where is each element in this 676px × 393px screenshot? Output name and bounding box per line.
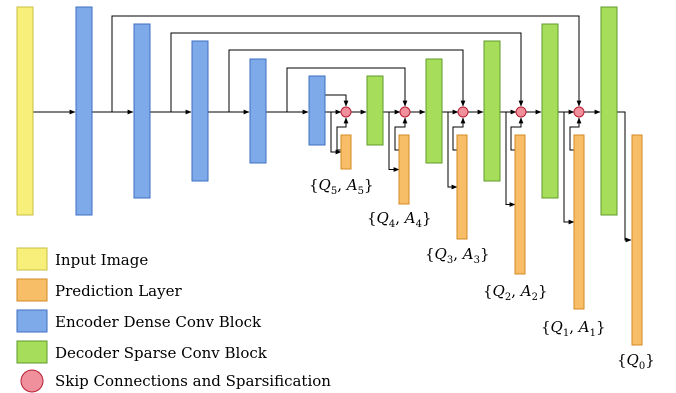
to-prediction-3 bbox=[447, 112, 458, 190]
output-label-q2: {Q2, A2} bbox=[483, 282, 548, 303]
legend-label-encoder: Encoder Dense Conv Block bbox=[55, 313, 262, 331]
legend-label-skip: Skip Connections and Sparsification bbox=[55, 372, 331, 390]
encoder-block-1 bbox=[75, 6, 93, 216]
sparsify-feedback-5 bbox=[569, 117, 582, 151]
output-label-q5: {Q5, A5} bbox=[309, 176, 374, 197]
legend-swatch-input bbox=[16, 247, 48, 271]
skip-connection-loop-1 bbox=[111, 15, 582, 112]
sparsify-feedback-3 bbox=[452, 117, 466, 151]
legend: Input Image Prediction Layer Encoder Den… bbox=[16, 247, 331, 393]
prediction-layer-q3 bbox=[456, 134, 468, 240]
output-label-q1: {Q1, A1} bbox=[541, 318, 606, 339]
prediction-layer-q4 bbox=[398, 134, 410, 205]
sparsify-feedback-4 bbox=[510, 117, 524, 151]
skip-node-2 bbox=[399, 106, 411, 118]
legend-swatch-skip bbox=[20, 369, 44, 393]
legend-swatch-prediction bbox=[16, 278, 48, 302]
connection-lines bbox=[33, 15, 632, 243]
to-prediction-5 bbox=[330, 112, 342, 155]
encoder-block-3 bbox=[191, 40, 209, 182]
prediction-layer-q5 bbox=[340, 134, 352, 170]
to-prediction-0 bbox=[617, 111, 632, 243]
legend-swatch-encoder bbox=[16, 309, 48, 333]
decoder-block-3 bbox=[483, 40, 501, 182]
encoder-block-2 bbox=[133, 23, 151, 199]
encoder-block-4 bbox=[249, 58, 267, 164]
decoder-block-5 bbox=[600, 6, 618, 216]
decoder-block-4 bbox=[541, 23, 559, 199]
encoder-block-5 bbox=[308, 75, 326, 146]
skip-connection-loop-4 bbox=[286, 67, 408, 112]
decoder-block-2 bbox=[425, 58, 443, 164]
output-labels: {Q5, A5} {Q4, A4} {Q3, A3} {Q2, A2} {Q1,… bbox=[309, 176, 655, 372]
prediction-layer-q1 bbox=[573, 134, 585, 310]
sparsify-feedback-2 bbox=[394, 117, 408, 151]
legend-label-input: Input Image bbox=[55, 251, 148, 269]
prediction-layer-q2 bbox=[514, 134, 526, 275]
legend-label-prediction: Prediction Layer bbox=[55, 282, 182, 300]
to-prediction-4 bbox=[388, 112, 400, 172]
skip-node-3 bbox=[457, 106, 469, 118]
to-prediction-1 bbox=[563, 112, 575, 225]
prediction-layer-q0 bbox=[631, 134, 643, 346]
output-label-q0: {Q0} bbox=[617, 351, 655, 372]
legend-label-decoder: Decoder Sparse Conv Block bbox=[55, 344, 268, 362]
to-prediction-2 bbox=[505, 112, 516, 207]
skip-node-4 bbox=[515, 106, 527, 118]
decoder-block-1 bbox=[366, 75, 384, 146]
skip-node-5 bbox=[573, 106, 585, 118]
output-label-q4: {Q4, A4} bbox=[367, 209, 432, 230]
output-label-q3: {Q3, A3} bbox=[425, 245, 490, 266]
skip-connection-loop-3 bbox=[228, 49, 466, 112]
legend-swatch-decoder bbox=[16, 340, 48, 364]
skip-connection-loop-2 bbox=[170, 32, 524, 112]
input-image-block bbox=[16, 6, 34, 216]
skip-connection-nodes bbox=[340, 106, 585, 118]
skip-node-1 bbox=[340, 106, 352, 118]
network-blocks bbox=[16, 6, 643, 346]
